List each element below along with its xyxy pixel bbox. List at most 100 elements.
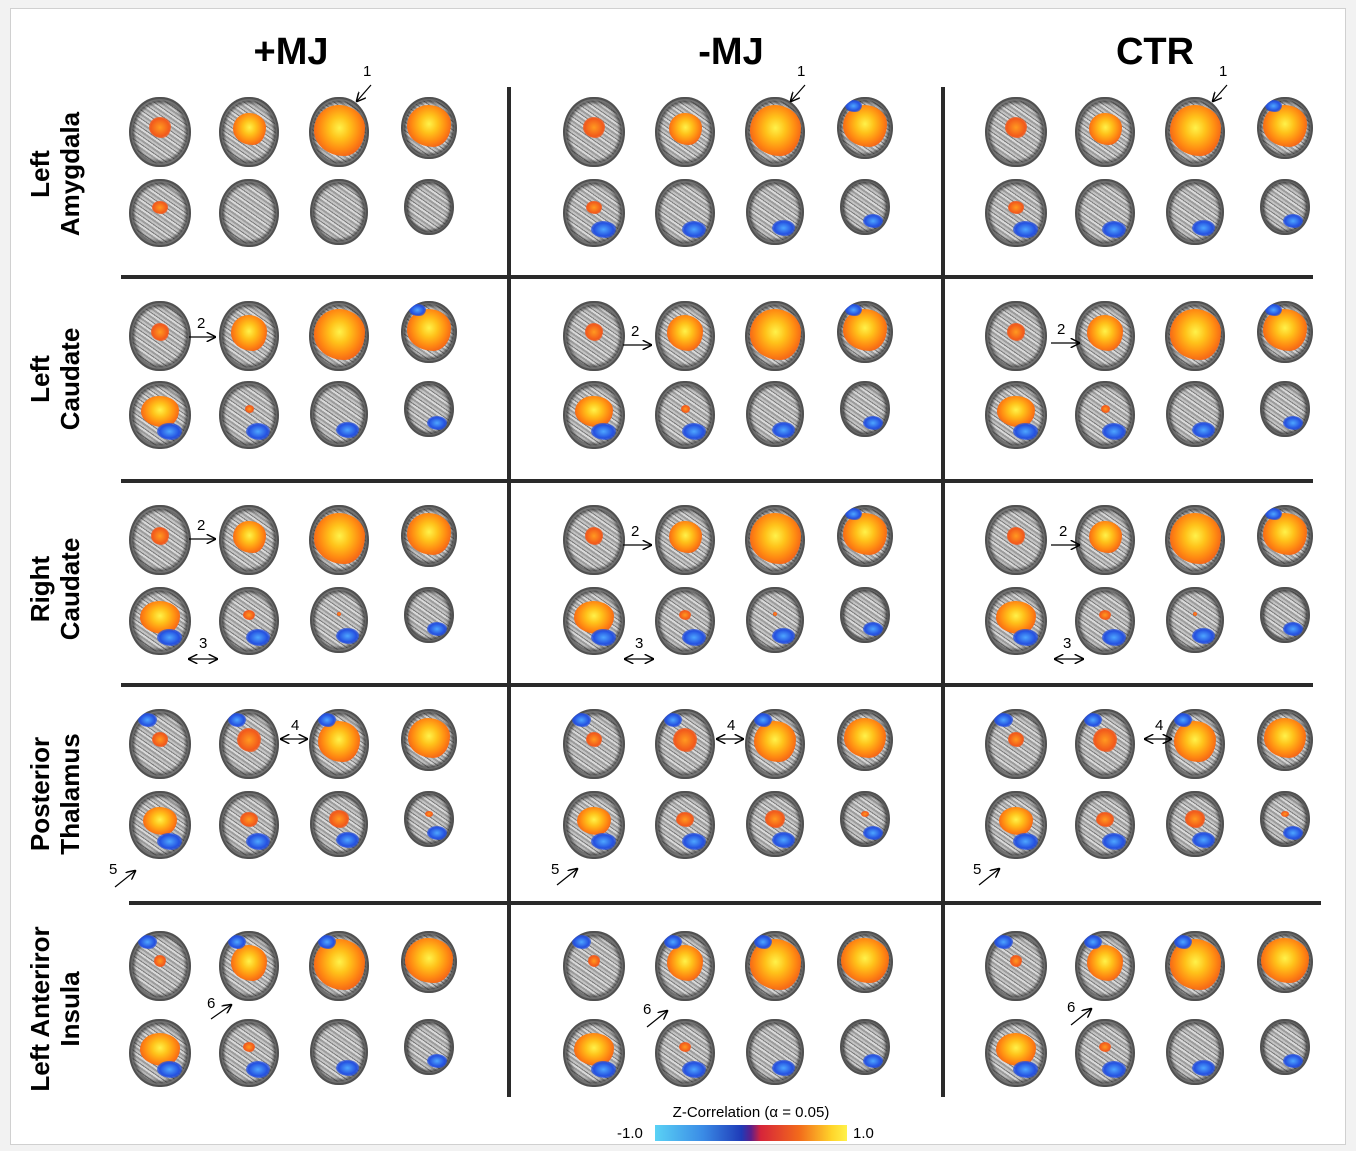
- arrow-1: [357, 84, 372, 101]
- colorbar-max-label: 1.0: [853, 1125, 874, 1142]
- activation-cluster: [231, 945, 267, 981]
- negative-cluster: [772, 831, 796, 849]
- activation-cluster: [667, 945, 703, 981]
- negative-cluster: [1192, 421, 1216, 439]
- arrow-6: [210, 1005, 231, 1020]
- negative-cluster: [1265, 304, 1283, 317]
- negative-cluster: [1282, 415, 1303, 430]
- brain-slice: [129, 505, 191, 575]
- activation-cluster: [772, 611, 778, 616]
- activation-cluster: [679, 610, 691, 621]
- brain-slice: [129, 587, 191, 655]
- brain-slice: [837, 931, 893, 993]
- activation-cluster: [149, 117, 171, 139]
- brain-slice: [404, 179, 454, 235]
- brain-slice: [1166, 381, 1224, 447]
- negative-cluster: [1084, 934, 1102, 949]
- activation-cluster: [679, 1042, 691, 1053]
- brain-slice: [1075, 179, 1135, 247]
- arrow-6: [646, 1011, 667, 1028]
- negative-cluster: [156, 833, 182, 851]
- brain-slice: [745, 505, 805, 575]
- brain-slice: [985, 587, 1047, 655]
- negative-cluster: [156, 423, 182, 441]
- activation-cluster: [1262, 105, 1308, 148]
- activation-cluster: [1262, 309, 1308, 352]
- brain-slice: [563, 97, 625, 167]
- negative-cluster: [682, 423, 706, 441]
- brain-slice: [745, 301, 805, 371]
- colorbar-min-label: -1.0: [617, 1125, 643, 1142]
- activation-cluster: [1088, 112, 1122, 146]
- brain-slice: [1075, 505, 1135, 575]
- negative-cluster: [1102, 833, 1126, 851]
- brain-slice: [219, 709, 279, 779]
- brain-slice: [563, 709, 625, 779]
- arrow-label: 5: [551, 861, 560, 878]
- negative-cluster: [426, 825, 447, 840]
- activation-cluster: [668, 112, 702, 146]
- brain-slice: [655, 179, 715, 247]
- activation-cluster: [408, 718, 450, 758]
- arrow-label: 6: [643, 1001, 652, 1018]
- negative-cluster: [682, 629, 706, 647]
- activation-cluster: [1169, 513, 1221, 564]
- brain-slice: [563, 1019, 625, 1087]
- arrow-label: 4: [727, 717, 736, 734]
- brain-slice: [1260, 179, 1310, 235]
- arrow-label: 4: [291, 717, 300, 734]
- brain-slice: [563, 587, 625, 655]
- brain-slice: [1075, 381, 1135, 449]
- brain-slice: [840, 179, 890, 235]
- activation-cluster: [406, 309, 452, 352]
- negative-cluster: [246, 629, 270, 647]
- activation-cluster: [1264, 718, 1306, 758]
- negative-cluster: [1102, 1061, 1126, 1079]
- activation-cluster: [1009, 955, 1023, 968]
- brain-slice: [1166, 587, 1224, 653]
- activation-cluster: [995, 600, 1037, 635]
- brain-slice: [655, 1019, 715, 1087]
- brain-slice: [985, 1019, 1047, 1087]
- activation-cluster: [1093, 728, 1117, 753]
- brain-slice: [746, 791, 804, 857]
- activation-cluster: [328, 810, 350, 828]
- negative-cluster: [754, 934, 772, 949]
- activation-cluster: [232, 520, 266, 554]
- brain-slice: [310, 381, 368, 447]
- activation-cluster: [842, 513, 888, 556]
- brain-slice: [129, 97, 191, 167]
- activation-cluster: [583, 117, 605, 139]
- activation-cluster: [668, 520, 702, 554]
- activation-cluster: [861, 810, 869, 818]
- arrow-label: 1: [1219, 63, 1228, 80]
- activation-cluster: [232, 112, 266, 146]
- brain-slice: [401, 931, 457, 993]
- brain-slice: [1075, 791, 1135, 859]
- negative-cluster: [228, 934, 246, 949]
- negative-cluster: [772, 421, 796, 439]
- brain-slice: [309, 505, 369, 575]
- negative-cluster: [1012, 833, 1038, 851]
- activation-cluster: [841, 938, 889, 983]
- row-divider: [121, 683, 1313, 687]
- activation-cluster: [576, 806, 612, 836]
- brain-slice: [985, 301, 1047, 371]
- brain-slice: [219, 97, 279, 167]
- negative-cluster: [994, 934, 1013, 949]
- activation-cluster: [584, 322, 604, 341]
- activation-cluster: [313, 309, 365, 360]
- arrow-label: 3: [199, 635, 208, 652]
- negative-cluster: [336, 831, 360, 849]
- activation-cluster: [1169, 105, 1221, 156]
- negative-cluster: [845, 304, 863, 317]
- brain-slice: [129, 381, 191, 449]
- activation-cluster: [1088, 520, 1122, 554]
- brain-slice: [401, 97, 457, 159]
- colorbar: [655, 1125, 847, 1141]
- brain-slice: [219, 791, 279, 859]
- negative-cluster: [1012, 423, 1038, 441]
- brain-slice: [1257, 505, 1313, 567]
- brain-slice: [563, 505, 625, 575]
- activation-cluster: [139, 600, 181, 635]
